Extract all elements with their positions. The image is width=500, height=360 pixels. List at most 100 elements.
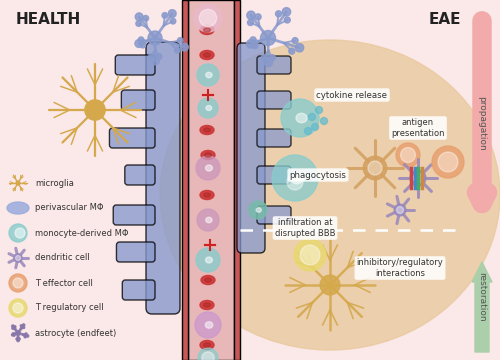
Ellipse shape [206, 322, 213, 328]
FancyBboxPatch shape [257, 166, 291, 184]
Circle shape [16, 338, 18, 340]
Circle shape [200, 9, 216, 27]
Circle shape [12, 333, 14, 336]
Text: T regulatory cell: T regulatory cell [35, 303, 103, 312]
Circle shape [25, 333, 27, 335]
Circle shape [20, 325, 22, 327]
Ellipse shape [204, 303, 210, 307]
Circle shape [12, 328, 14, 329]
Circle shape [316, 107, 322, 113]
Circle shape [143, 15, 148, 21]
Circle shape [198, 98, 218, 118]
Circle shape [26, 335, 29, 337]
Circle shape [292, 37, 298, 44]
FancyBboxPatch shape [257, 91, 291, 109]
Circle shape [296, 44, 304, 52]
FancyBboxPatch shape [257, 129, 291, 147]
Circle shape [247, 11, 255, 19]
FancyBboxPatch shape [188, 0, 234, 360]
Circle shape [148, 54, 154, 59]
Circle shape [282, 8, 290, 16]
Circle shape [162, 13, 168, 18]
Circle shape [312, 123, 318, 130]
Circle shape [304, 127, 312, 135]
Circle shape [368, 161, 382, 175]
Circle shape [16, 331, 20, 335]
Ellipse shape [200, 50, 214, 59]
Circle shape [260, 31, 276, 45]
Circle shape [170, 18, 176, 24]
Ellipse shape [206, 105, 212, 111]
Circle shape [202, 352, 214, 360]
Circle shape [168, 10, 176, 18]
Circle shape [308, 113, 316, 121]
Circle shape [12, 325, 14, 328]
Ellipse shape [206, 165, 212, 171]
Circle shape [194, 4, 222, 32]
Ellipse shape [206, 257, 212, 263]
Circle shape [413, 173, 423, 183]
Circle shape [438, 152, 458, 172]
Text: HEALTH: HEALTH [16, 12, 80, 27]
FancyBboxPatch shape [110, 128, 155, 148]
Ellipse shape [206, 72, 212, 78]
Circle shape [363, 156, 387, 180]
Text: microglia: microglia [35, 179, 74, 188]
Text: inhibitory/regulatory
interactions: inhibitory/regulatory interactions [356, 258, 444, 278]
Ellipse shape [204, 343, 210, 347]
FancyBboxPatch shape [237, 43, 265, 253]
Ellipse shape [204, 193, 210, 197]
Text: astrocyte (endfeet): astrocyte (endfeet) [35, 328, 116, 338]
Circle shape [17, 339, 20, 342]
Ellipse shape [201, 150, 215, 159]
Ellipse shape [204, 153, 212, 157]
Circle shape [300, 245, 320, 265]
Circle shape [9, 224, 27, 242]
Ellipse shape [204, 128, 210, 132]
FancyBboxPatch shape [122, 90, 155, 110]
Ellipse shape [7, 202, 29, 214]
FancyArrow shape [472, 18, 492, 208]
Text: propagation: propagation [478, 96, 486, 150]
Circle shape [24, 336, 26, 338]
Circle shape [276, 11, 281, 17]
Circle shape [287, 174, 303, 190]
Circle shape [394, 204, 406, 216]
Circle shape [196, 156, 220, 180]
Circle shape [13, 303, 23, 313]
Circle shape [197, 209, 219, 231]
Circle shape [136, 21, 141, 26]
Ellipse shape [204, 28, 210, 32]
Circle shape [261, 55, 267, 61]
Circle shape [12, 333, 14, 334]
Circle shape [289, 48, 295, 54]
Text: cytokine release: cytokine release [316, 90, 388, 99]
Circle shape [16, 181, 20, 185]
FancyBboxPatch shape [125, 165, 155, 185]
Circle shape [400, 148, 415, 162]
Circle shape [250, 37, 256, 43]
Ellipse shape [296, 113, 307, 123]
Text: infiltration at
disrupted BBB: infiltration at disrupted BBB [275, 218, 335, 238]
Circle shape [320, 117, 328, 125]
Circle shape [13, 278, 23, 288]
Text: T effector cell: T effector cell [35, 279, 93, 288]
Ellipse shape [200, 301, 214, 310]
Ellipse shape [290, 172, 304, 184]
Circle shape [249, 201, 267, 219]
Ellipse shape [200, 125, 214, 135]
Circle shape [135, 40, 143, 48]
Circle shape [272, 155, 318, 201]
Circle shape [156, 54, 162, 59]
Circle shape [432, 146, 464, 178]
Circle shape [180, 43, 188, 51]
Circle shape [174, 48, 180, 53]
Circle shape [196, 248, 220, 272]
Ellipse shape [204, 53, 210, 57]
Text: phagocytosis: phagocytosis [290, 171, 346, 180]
Text: perivascular MΦ: perivascular MΦ [35, 203, 103, 212]
Circle shape [246, 40, 255, 48]
Circle shape [138, 37, 144, 42]
Text: EAE: EAE [429, 12, 461, 27]
Circle shape [13, 334, 15, 336]
